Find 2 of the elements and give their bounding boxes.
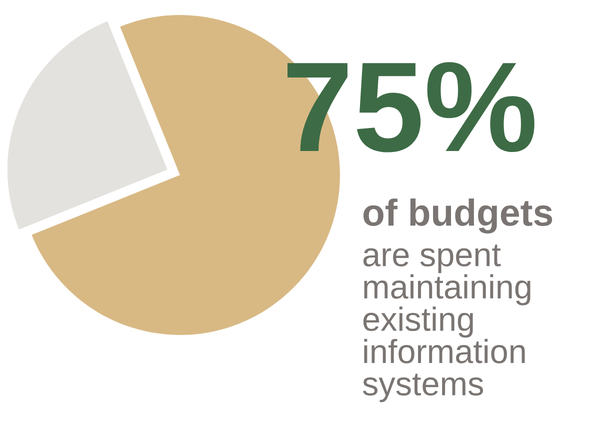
- text: of budgets: [363, 198, 552, 234]
- text: are spent maintaining existing information systems: [362, 244, 530, 402]
